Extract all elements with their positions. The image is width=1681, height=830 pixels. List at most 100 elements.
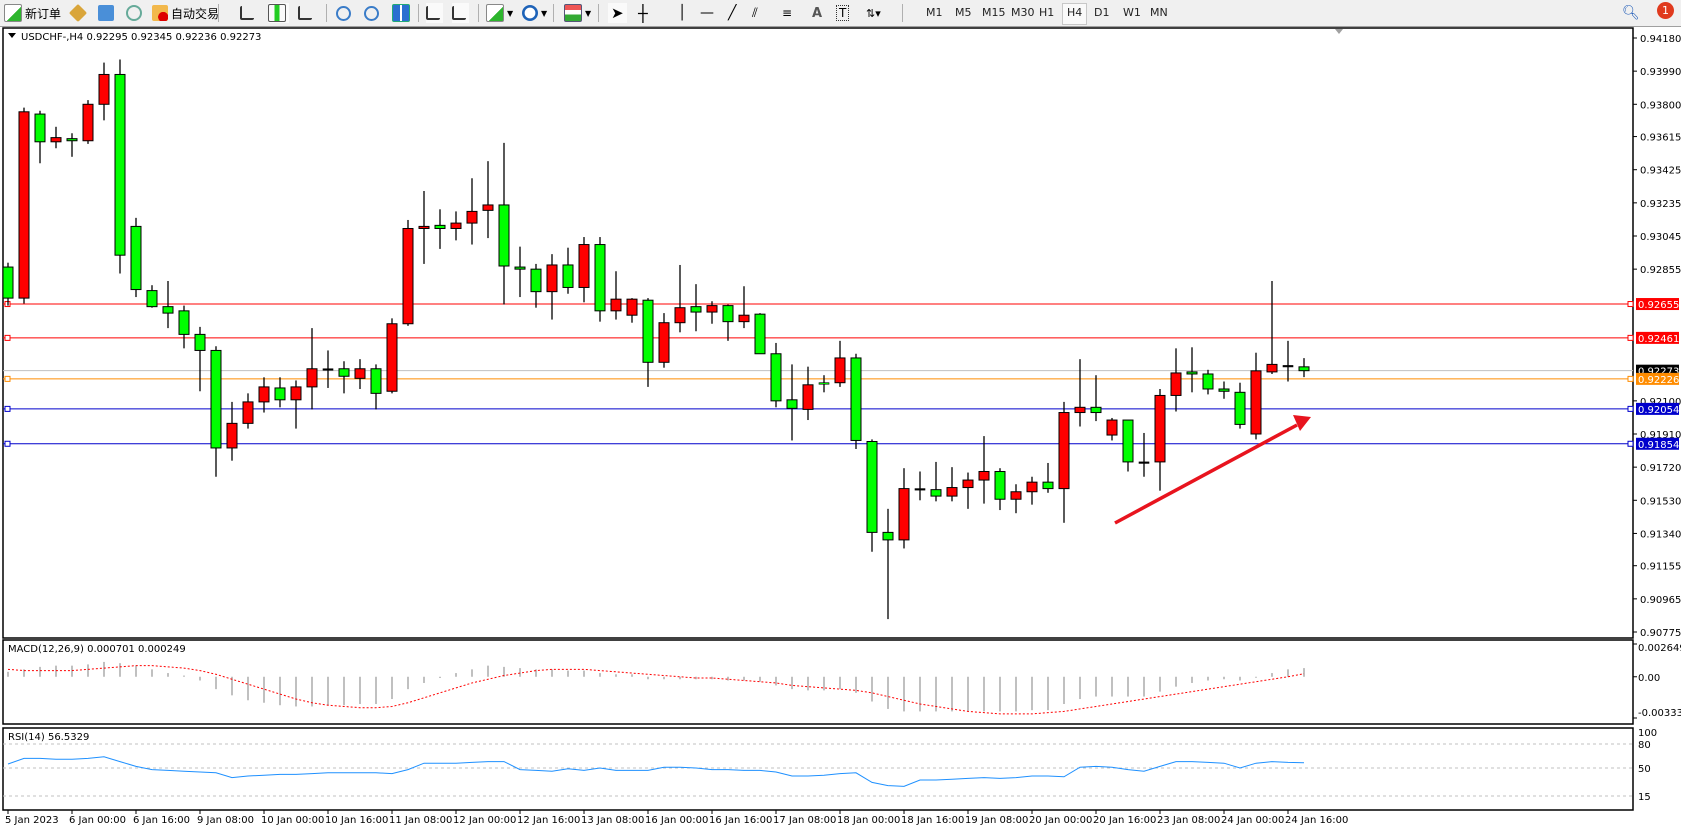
candle [322, 350, 334, 388]
price-tick-label: 0.92100 [1640, 397, 1681, 408]
crosshair-tool[interactable]: ┼ [638, 3, 648, 23]
macd-histogram-bar [1127, 676, 1129, 697]
timeframe-mn[interactable]: MN [1150, 6, 1168, 19]
macd-histogram-bar [1223, 676, 1225, 680]
chart-shift-marker-icon[interactable] [1335, 29, 1343, 34]
macd-panel: 0.002649 0.00 -0.003333 [7, 643, 1681, 719]
candle-body [418, 225, 430, 229]
equidistant-channel-tool[interactable]: ⫽ [752, 3, 758, 23]
timeframe-m30[interactable]: M30 [1011, 6, 1035, 19]
time-axis: 5 Jan 2023 6 Jan 00:00 6 Jan 16:00 9 Jan 08… [5, 810, 1348, 826]
time-tick-label: 10 Jan 00:00 [261, 815, 324, 826]
market-watch-button[interactable] [68, 3, 89, 23]
macd-histogram-bar [775, 676, 777, 686]
candle [754, 313, 766, 355]
auto-trade-button[interactable]: 自动交易 [152, 3, 219, 23]
fibonacci-tool[interactable]: ≡ [782, 3, 792, 23]
candle-body [114, 73, 126, 256]
candle-body [930, 489, 942, 497]
horizontal-line-tool[interactable]: — [700, 3, 714, 23]
candle [290, 380, 302, 429]
candlestick-icon [268, 4, 286, 22]
candle [1250, 352, 1262, 440]
macd-histogram-bar [423, 676, 425, 683]
bar-chart-button[interactable] [240, 3, 257, 23]
dropdown-arrow-icon: ▼ [541, 8, 548, 18]
separator [326, 4, 327, 22]
timeframe-h4[interactable]: H4 [1062, 3, 1088, 25]
price-tick-label: 0.91910 [1640, 430, 1681, 441]
rsi-tick-label: 15 [1638, 792, 1651, 803]
line-chart-button[interactable] [298, 3, 315, 23]
collapse-triangle-icon[interactable] [8, 33, 16, 38]
fibonacci-icon: ≡ [782, 6, 793, 20]
candle-body [1042, 481, 1054, 490]
candle [178, 305, 190, 349]
candle-body [386, 323, 398, 392]
chart-window[interactable]: 0.94180 0.93990 0.93800 0.93615 0.93425 0.932… [0, 27, 1681, 830]
signals-button[interactable] [126, 3, 145, 23]
timeframe-m5[interactable]: M5 [955, 6, 972, 19]
search-button[interactable]: 🔍︎ [1622, 3, 1640, 23]
timeframe-h1[interactable]: H1 [1039, 6, 1055, 19]
navigator-button[interactable] [98, 3, 117, 23]
text-tool[interactable]: A [812, 3, 822, 23]
periods-button[interactable]: ▼ [522, 3, 547, 23]
candle-body [1122, 419, 1134, 463]
candle [674, 264, 686, 333]
macd-histogram-bar [39, 666, 41, 677]
candle-body [146, 290, 158, 308]
candle-body [882, 531, 894, 541]
cursor-icon: ➤ [611, 4, 624, 22]
separator [478, 4, 479, 22]
auto-scroll-button[interactable] [426, 3, 443, 23]
candle [706, 301, 718, 324]
candle-body [466, 210, 478, 224]
line-anchor-handle [1627, 405, 1634, 412]
chart-shift-button[interactable] [452, 3, 469, 23]
separator [553, 4, 554, 22]
trendline-tool[interactable]: ╱ [728, 3, 736, 23]
candle [802, 366, 814, 421]
text-label-icon: T [836, 5, 850, 21]
candle [690, 284, 702, 332]
timeframe-w1[interactable]: W1 [1123, 6, 1141, 19]
timeframe-d1[interactable]: D1 [1094, 6, 1110, 19]
candle [210, 346, 222, 477]
candle-body [1298, 366, 1310, 372]
macd-tick-label: -0.003333 [1638, 708, 1681, 719]
new-order-button[interactable]: 新订单 [4, 3, 61, 23]
templates-button[interactable]: ▼ [564, 3, 591, 23]
candle-body [1138, 461, 1150, 464]
indicators-button[interactable]: ▼ [486, 3, 513, 23]
zoom-in-button[interactable] [336, 3, 354, 23]
vertical-line-tool[interactable]: │ [678, 3, 686, 23]
candle-body [690, 306, 702, 313]
candle-body [914, 488, 926, 491]
timeframe-m15[interactable]: M15 [982, 6, 1006, 19]
notification-badge[interactable]: 1 [1657, 2, 1674, 19]
dropdown-arrow-icon: ▼ [585, 8, 592, 18]
text-label-tool[interactable]: T [836, 3, 850, 23]
candle-body [1106, 419, 1118, 436]
macd-histogram-bar [1303, 668, 1305, 677]
candle [1138, 432, 1150, 477]
zoom-out-button[interactable] [364, 3, 382, 23]
candle-body [306, 368, 318, 388]
cursor-tool[interactable]: ➤ [608, 3, 627, 23]
arrows-tool[interactable]: ⇅▾ [866, 3, 881, 23]
macd-histogram-bar [71, 665, 73, 677]
candle-body [1026, 481, 1038, 493]
time-tick-label: 18 Jan 16:00 [901, 815, 964, 826]
candle-body [978, 471, 990, 481]
line-anchor-handle [1627, 375, 1634, 382]
macd-histogram-bar [455, 673, 457, 677]
macd-tick-label: 0.002649 [1638, 643, 1681, 654]
timeframe-m1[interactable]: M1 [926, 6, 943, 19]
candlestick-chart-button[interactable] [268, 3, 289, 23]
tile-windows-button[interactable] [392, 3, 413, 23]
market-watch-icon [68, 3, 88, 23]
macd-histogram-bar [55, 665, 57, 677]
line-chart-icon [298, 6, 312, 20]
candle [994, 468, 1006, 511]
